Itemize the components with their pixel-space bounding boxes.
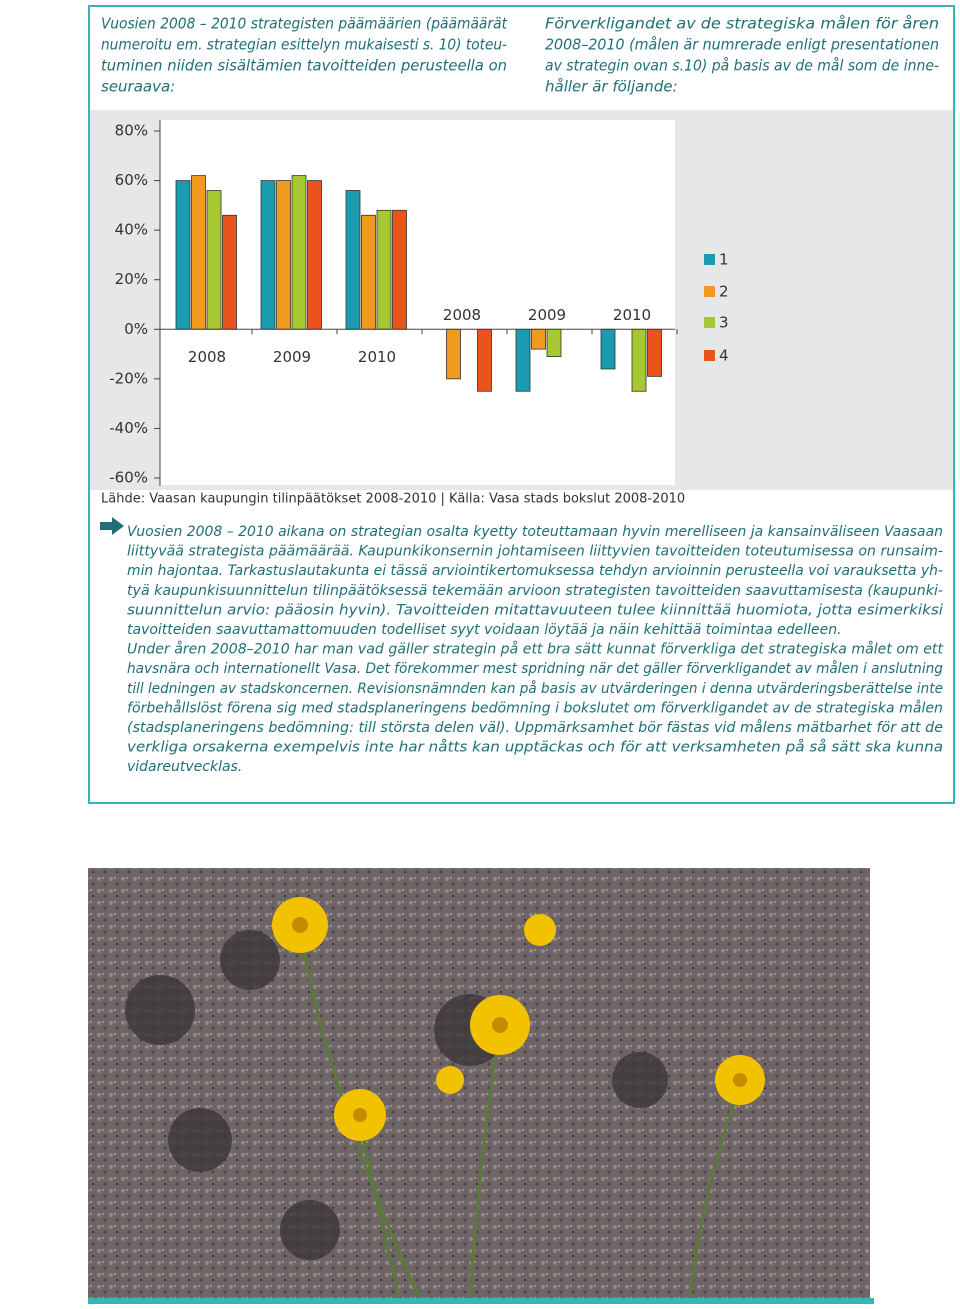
y-tick-label: -20% [109, 369, 148, 387]
y-tick-label: 40% [115, 221, 148, 239]
bottom-rule [88, 1298, 874, 1304]
legend-label: 2 [719, 283, 729, 301]
legend-swatch [704, 317, 715, 328]
bar [345, 190, 361, 330]
bar [291, 175, 307, 330]
body-line: verkliga orsakerna exempelvis inte har n… [127, 739, 943, 756]
body-line: havsnära och internationellt Vasa. Det f… [127, 660, 943, 677]
header-line: tuminen niiden sisältämien tavoitteiden … [101, 57, 507, 75]
legend-swatch [704, 350, 715, 361]
body-line: Vuosien 2008 – 2010 aikana on strategian… [127, 524, 943, 540]
header-line: håller är följande: [545, 78, 678, 96]
bar [260, 180, 276, 330]
x-tick-label: 2009 [528, 306, 566, 324]
y-tick-label: 0% [124, 320, 148, 338]
bar [222, 214, 237, 330]
bar [600, 328, 616, 370]
legend-label: 1 [719, 251, 729, 269]
y-tick-label: 20% [115, 270, 148, 288]
header-line: 2008–2010 (målen är numrerade enligt pre… [545, 36, 939, 54]
y-tick-label: 60% [115, 171, 148, 189]
x-tick-label: 2008 [188, 348, 226, 366]
body-line: min hajontaa. Tarkastuslautakunta ei täs… [127, 563, 943, 579]
body-line: Under åren 2008–2010 har man vad gäller … [127, 641, 944, 658]
bar [546, 328, 562, 357]
body-line: till ledningen av stadskoncernen. Revisi… [127, 680, 943, 697]
legend-label: 3 [719, 314, 729, 332]
x-tick-label: 2010 [358, 348, 396, 366]
y-tick-label: 80% [115, 122, 148, 140]
header-line: Vuosien 2008 – 2010 strategisten päämäär… [101, 15, 508, 33]
header-line: seuraava: [101, 78, 175, 96]
bar [175, 180, 191, 330]
body-line: liittyvää strategista päämäärää. Kaupunk… [127, 544, 943, 560]
photo [88, 868, 870, 1301]
x-tick-label: 2009 [273, 348, 311, 366]
plot-area [160, 120, 675, 485]
y-tick-label: -60% [109, 469, 148, 487]
bar [647, 328, 662, 377]
bar [477, 328, 492, 392]
header-line: Förverkligandet av de strategiska målen … [545, 15, 939, 33]
header-line: av strategin ovan s.10) på basis av de m… [545, 57, 939, 75]
bar [191, 175, 206, 330]
body-line: förbehållslöst förena sig med stadsplane… [127, 699, 943, 716]
legend-swatch [704, 286, 715, 297]
bar [361, 214, 376, 330]
bar [276, 180, 291, 330]
body-line: tavoitteiden saavuttamattomuuden todelli… [127, 622, 842, 638]
bar [206, 190, 222, 330]
bar [446, 328, 461, 380]
legend-label: 4 [719, 347, 729, 365]
x-tick-label: 2010 [613, 306, 651, 324]
source: Lähde: Vaasan kaupungin tilinpäätökset 2… [101, 492, 685, 507]
bar [631, 328, 647, 392]
body-line: tyä kaupunkisuunnittelun tilinpäätöksess… [127, 583, 943, 599]
header-line: numeroitu em. strategian esittelyn mukai… [101, 36, 507, 54]
body-line: (stadsplaneringens bedömning: till störs… [127, 719, 943, 736]
bar [307, 180, 322, 330]
x-tick-label: 2008 [443, 306, 481, 324]
bar [531, 328, 546, 350]
arrow-icon [100, 517, 124, 535]
bar [515, 328, 531, 392]
body-line: suunnittelun arvio: pääosin hyvin). Tavo… [127, 602, 943, 618]
bar [376, 209, 392, 330]
legend-swatch [704, 254, 715, 265]
y-tick-label: -40% [109, 419, 148, 437]
bar [392, 209, 407, 330]
body-line: vidareutvecklas. [127, 759, 242, 775]
